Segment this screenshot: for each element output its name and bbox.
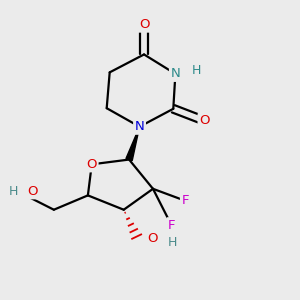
Text: H: H xyxy=(192,64,202,77)
Text: H: H xyxy=(9,185,18,198)
Text: H: H xyxy=(168,236,177,249)
Text: N: N xyxy=(135,120,144,133)
Text: F: F xyxy=(182,194,189,207)
Text: F: F xyxy=(168,219,175,232)
Text: O: O xyxy=(27,185,38,198)
Text: O: O xyxy=(148,232,158,244)
Text: O: O xyxy=(86,158,97,171)
Polygon shape xyxy=(126,127,140,160)
Text: O: O xyxy=(199,114,210,127)
Text: N: N xyxy=(170,68,180,80)
Text: O: O xyxy=(139,18,149,31)
